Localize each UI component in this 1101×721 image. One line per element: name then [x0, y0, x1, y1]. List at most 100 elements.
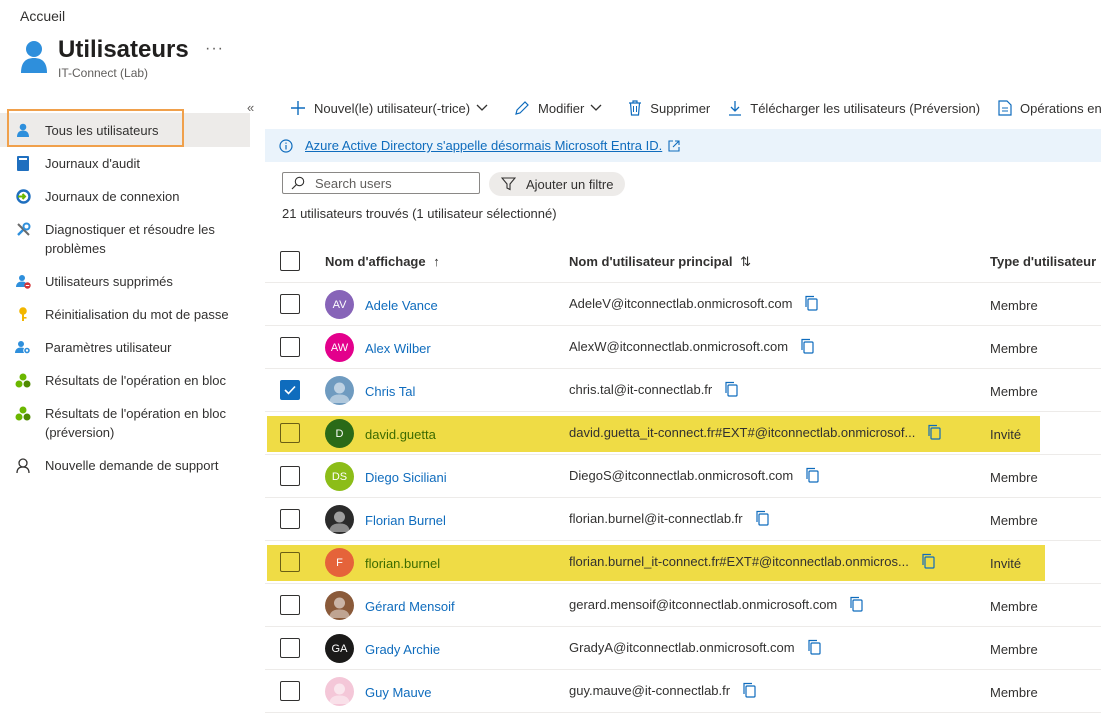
more-options-button[interactable]: ··· [205, 40, 224, 57]
add-filter-button[interactable]: Ajouter un filtre [489, 172, 626, 196]
sidebar-item-all-users[interactable]: Tous les utilisateurs [0, 113, 250, 147]
column-label: Nom d'affichage [325, 254, 426, 269]
sidebar-item-label: Utilisateurs supprimés [45, 274, 173, 289]
table-row[interactable]: Guy Mauve guy.mauve@it-connectlab.fr Membr… [265, 670, 1101, 713]
table-row[interactable]: AV Adele Vance AdeleV@itconnectlab.onmicro… [265, 283, 1101, 326]
edit-label: Modifier [538, 100, 585, 116]
copy-icon[interactable] [804, 295, 819, 311]
row-checkbox[interactable] [280, 337, 300, 357]
avatar [325, 591, 354, 620]
row-checkbox[interactable] [280, 294, 300, 314]
row-checkbox[interactable] [280, 595, 300, 615]
breadcrumb[interactable]: Accueil [20, 8, 66, 24]
signin-log-icon [14, 187, 32, 205]
column-header-upn[interactable]: Nom d'utilisateur principal ⇅ [569, 254, 751, 270]
sidebar-item-deleted-users[interactable]: Utilisateurs supprimés [14, 272, 264, 291]
sidebar-item-bulk-results[interactable]: Résultats de l'opération en bloc [14, 371, 264, 390]
trash-icon [629, 100, 642, 116]
user-settings-icon [14, 338, 32, 356]
bulk-icon [14, 371, 32, 389]
row-checkbox[interactable] [280, 380, 300, 400]
sort-ascending-icon[interactable]: ↑ [433, 254, 440, 269]
result-count: 21 utilisateurs trouvés (1 utilisateur s… [282, 206, 557, 221]
user-type: Invité [990, 556, 1022, 571]
sidebar-item-support-request[interactable]: Nouvelle demande de support [14, 456, 264, 475]
user-display-name-link[interactable]: Grady Archie [365, 642, 441, 657]
user-display-name-link[interactable]: Chris Tal [365, 384, 416, 399]
table-row[interactable]: Florian Burnel florian.burnel@it-connectl… [265, 498, 1101, 541]
user-display-name-link[interactable]: david.guetta [365, 427, 436, 442]
row-checkbox[interactable] [280, 638, 300, 658]
avatar: AW [325, 333, 354, 362]
user-display-name-link[interactable]: Guy Mauve [365, 685, 432, 700]
row-highlight [267, 416, 1040, 452]
select-all-checkbox[interactable] [280, 251, 300, 271]
sidebar-item-audit-logs[interactable]: Journaux d'audit [14, 154, 264, 173]
copy-icon[interactable] [807, 639, 821, 655]
info-link[interactable]: Azure Active Directory s'appelle désorma… [305, 138, 663, 153]
user-display-name-link[interactable]: Gérard Mensoif [365, 599, 455, 614]
avatar-initials: F [336, 556, 343, 569]
user-display-name-link[interactable]: Adele Vance [365, 298, 438, 313]
sidebar-item-bulk-results-preview[interactable]: Résultats de l'opération en bloc (préver… [14, 404, 264, 442]
copy-icon[interactable] [927, 424, 941, 440]
row-checkbox[interactable] [280, 466, 300, 486]
page-title: Utilisateurs [58, 36, 189, 63]
avatar: AV [325, 290, 354, 319]
sort-icon[interactable]: ⇅ [740, 254, 751, 269]
user-display-name-link[interactable]: Diego Siciliani [365, 470, 447, 485]
profile-photo-icon [329, 511, 350, 532]
column-header-user-type[interactable]: Type d'utilisateur [990, 254, 1097, 269]
upn-text: AdeleV@itconnectlab.onmicrosoft.com [569, 295, 793, 311]
row-checkbox[interactable] [280, 423, 300, 443]
avatar: D [325, 419, 354, 448]
row-checkbox[interactable] [280, 552, 300, 572]
copy-icon[interactable] [805, 467, 819, 483]
copy-icon[interactable] [849, 596, 863, 612]
upn-text: GradyA@itconnectlab.onmicrosoft.com [569, 639, 795, 655]
user-display-name-link[interactable]: florian.burnel [365, 556, 441, 571]
delete-button[interactable]: Supprimer [628, 100, 710, 116]
search-box[interactable] [282, 172, 480, 194]
copy-icon[interactable] [724, 381, 738, 397]
search-icon [291, 176, 305, 190]
sidebar-item-password-reset[interactable]: Réinitialisation du mot de passe [14, 305, 264, 324]
deleted-user-icon [14, 272, 32, 290]
avatar-initials: GA [331, 642, 348, 655]
document-icon [998, 100, 1012, 116]
edit-button[interactable]: Modifier [514, 100, 610, 116]
user-principal-name: florian.burnel@it-connectlab.fr [569, 510, 769, 526]
table-row[interactable]: Chris Tal chris.tal@it-connectlab.fr Membr… [265, 369, 1101, 412]
sidebar-item-diagnose[interactable]: Diagnostiquer et résoudre les problèmes [14, 220, 264, 258]
profile-photo-icon [329, 597, 350, 618]
copy-icon[interactable] [742, 682, 756, 698]
copy-icon[interactable] [921, 553, 935, 569]
sidebar-item-label: Journaux d'audit [45, 156, 140, 171]
chevron-down-icon [590, 104, 602, 111]
column-label: Nom d'utilisateur principal [569, 254, 733, 269]
row-checkbox[interactable] [280, 681, 300, 701]
bulk-operations-button[interactable]: Opérations en bloc [998, 100, 1101, 116]
user-display-name-link[interactable]: Alex Wilber [365, 341, 431, 356]
user-display-name-link[interactable]: Florian Burnel [365, 513, 446, 528]
copy-icon[interactable] [800, 338, 814, 354]
table-row[interactable]: AW Alex Wilber AlexW@itconnectlab.onmicros… [265, 326, 1101, 369]
table-row[interactable]: DS Diego Siciliani DiegoS@itconnectlab.onm… [265, 455, 1101, 498]
collapse-sidebar-button[interactable]: « [247, 100, 255, 115]
sidebar-item-user-settings[interactable]: Paramètres utilisateur [14, 338, 264, 357]
copy-icon[interactable] [755, 510, 769, 526]
table-row[interactable]: Gérard Mensoif gerard.mensoif@itconnectla… [265, 584, 1101, 627]
table-row[interactable]: GA Grady Archie GradyA@itconnectlab.onmicr… [265, 627, 1101, 670]
column-header-display-name[interactable]: Nom d'affichage ↑ [325, 254, 440, 269]
user-type: Membre [990, 298, 1038, 313]
search-input[interactable] [315, 175, 465, 191]
row-checkbox[interactable] [280, 509, 300, 529]
filter-icon [501, 177, 516, 191]
external-link-icon[interactable] [668, 139, 680, 152]
download-users-button[interactable]: Télécharger les utilisateurs (Préversion… [728, 100, 980, 116]
sidebar-item-signin-logs[interactable]: Journaux de connexion [14, 187, 264, 206]
upn-text: guy.mauve@it-connectlab.fr [569, 682, 731, 698]
new-user-button[interactable]: Nouvel(le) utilisateur(-trice) [290, 100, 496, 116]
